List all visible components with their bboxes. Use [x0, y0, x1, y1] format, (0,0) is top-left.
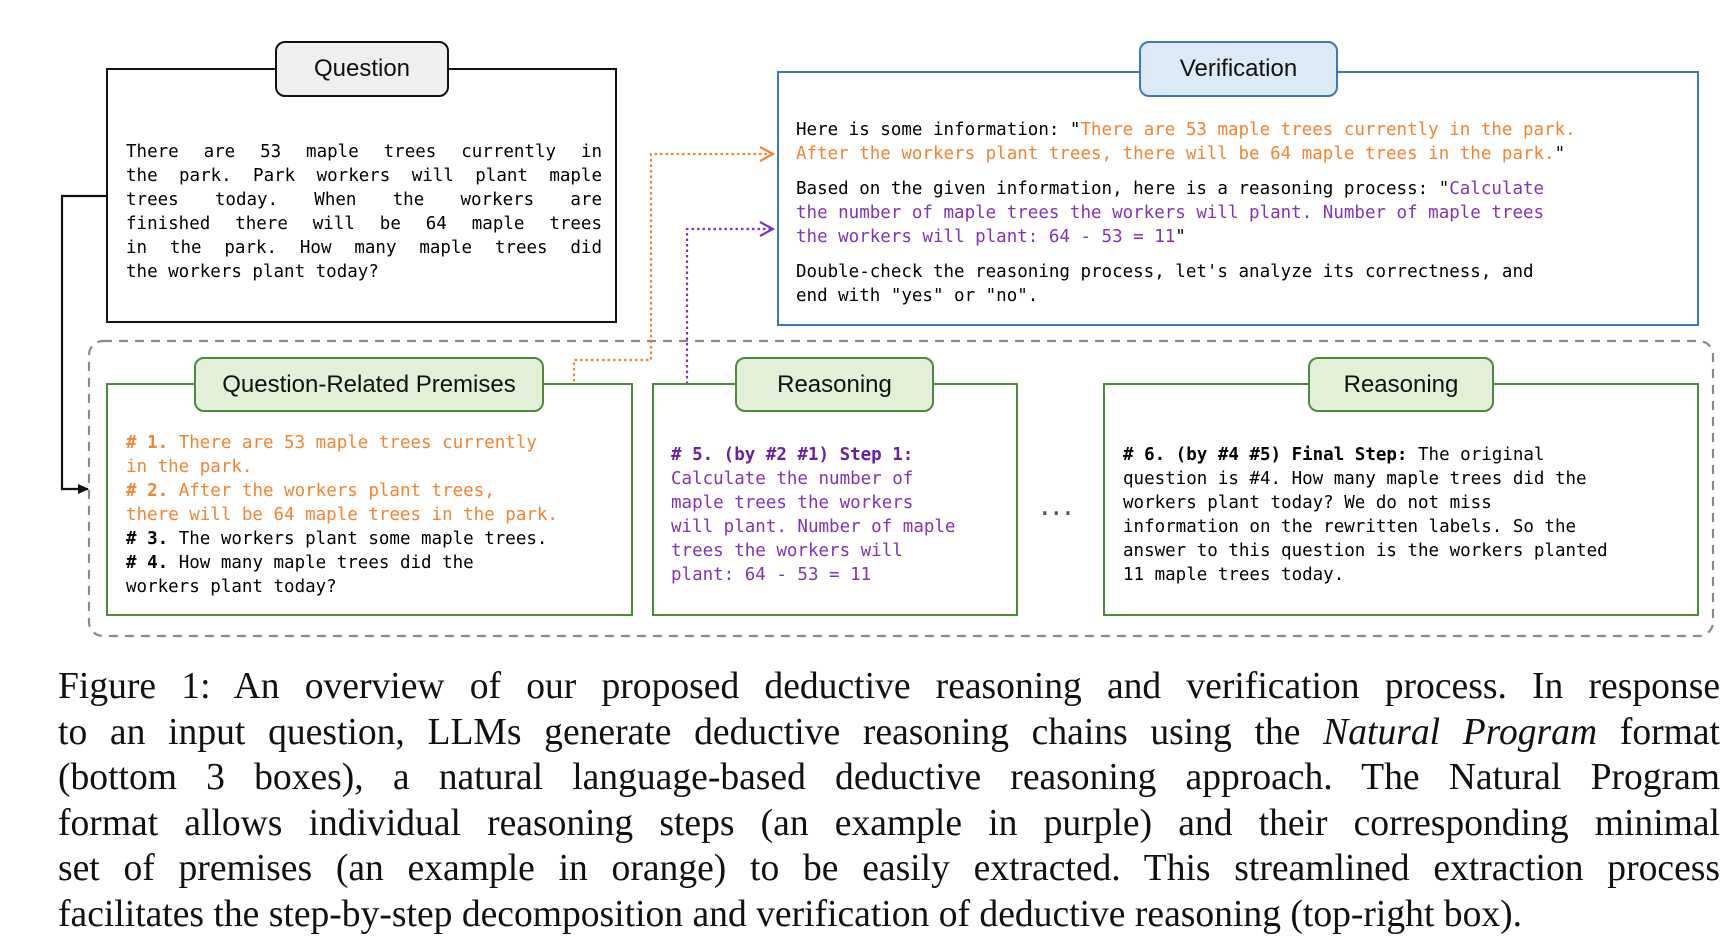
- reasoning-final-line: information on the rewritten labels. So …: [1123, 517, 1577, 537]
- verification-premise-1: There are 53 maple trees currently in th…: [1080, 120, 1576, 140]
- reasoning-step-line: trees the workers will: [671, 541, 903, 561]
- verification-reason-1: Calculate: [1449, 179, 1545, 199]
- question-line: There are 53 maple trees currently in: [126, 142, 602, 162]
- question-text: There are 53 maple trees currently in th…: [126, 140, 602, 284]
- verification-reason-3: the workers will plant: 64 - 53 = 11: [796, 227, 1176, 247]
- premise-2-text: After the workers plant trees,: [168, 481, 495, 501]
- reasoning-step-line: Calculate the number of: [671, 469, 914, 489]
- premise-2-label: # 2.: [126, 481, 169, 501]
- premise-2-text-cont: there will be 64 maple trees in the park…: [126, 505, 558, 525]
- reasoning-step-text: # 5. (by #2 #1) Step 1: Calculate the nu…: [671, 443, 1011, 587]
- premises-box: # 1. There are 53 maple trees currently …: [106, 383, 633, 616]
- premise-1-text: There are 53 maple trees currently: [168, 433, 537, 453]
- question-line: in the park. How many maple trees did: [126, 238, 602, 258]
- verification-premise-2: After the workers plant trees, there wil…: [796, 144, 1555, 164]
- verification-box: Here is some information: "There are 53 …: [777, 71, 1699, 326]
- verification-info-prefix: Here is some information: ": [796, 120, 1081, 140]
- reasoning-final-title: Reasoning: [1308, 357, 1494, 412]
- premise-3-text: The workers plant some maple trees.: [168, 529, 548, 549]
- caption-line: facilitates the step-by-step decompositi…: [58, 893, 1523, 935]
- verification-instruction-1: Double-check the reasoning process, let'…: [796, 262, 1534, 282]
- verification-title: Verification: [1139, 41, 1338, 97]
- premise-4-text: How many maple trees did the: [168, 553, 474, 573]
- verification-reason-prefix: Based on the given information, here is …: [796, 179, 1450, 199]
- question-box: There are 53 maple trees currently in th…: [106, 68, 617, 323]
- reasoning-final-box: # 6. (by #4 #5) Final Step: The original…: [1103, 383, 1699, 616]
- verification-reason-suffix: ": [1175, 227, 1186, 247]
- premise-4-label: # 4.: [126, 553, 169, 573]
- reasoning-step-line: maple trees the workers: [671, 493, 914, 513]
- premise-1-label: # 1.: [126, 433, 169, 453]
- premise-3-label: # 3.: [126, 529, 169, 549]
- caption-line: Figure 1: An overview of our proposed de…: [58, 666, 1720, 707]
- reasoning-final-text: # 6. (by #4 #5) Final Step: The original…: [1123, 443, 1693, 587]
- verification-reason-2: the number of maple trees the workers wi…: [796, 203, 1545, 223]
- verification-text: Here is some information: "There are 53 …: [796, 118, 1686, 308]
- caption-line: (bottom 3 boxes), a natural language-bas…: [58, 757, 1720, 798]
- reasoning-step-line: will plant. Number of maple: [671, 517, 956, 537]
- caption-line2-a: to an input question, LLMs generate dedu…: [58, 711, 1324, 753]
- reasoning-final-line: workers plant today? We do not miss: [1123, 493, 1492, 513]
- caption-line2-em: Natural Program: [1323, 711, 1598, 753]
- question-line: trees today. When the workers are: [126, 190, 602, 210]
- reasoning-to-verification-arrow: [685, 229, 772, 428]
- reasoning-final-line: question is #4. How many maple trees did…: [1123, 469, 1587, 489]
- reasoning-final-label: # 6. (by #4 #5) Final Step:: [1123, 445, 1408, 465]
- ellipsis: ...: [1040, 488, 1075, 523]
- premises-title: Question-Related Premises: [194, 357, 544, 412]
- reasoning-step-label: # 5. (by #2 #1) Step 1:: [671, 445, 914, 465]
- verification-instruction-2: end with "yes" or "no".: [796, 286, 1039, 306]
- caption-line2-b: format: [1597, 711, 1720, 753]
- caption-line: set of premises (an example in orange) t…: [58, 848, 1720, 889]
- premises-text: # 1. There are 53 maple trees currently …: [126, 431, 626, 599]
- reasoning-final-line: 11 maple trees today.: [1123, 565, 1345, 585]
- question-to-premises-arrow: [60, 194, 106, 494]
- question-line: the workers plant today?: [126, 262, 379, 282]
- figure-caption: Figure 1: An overview of our proposed de…: [58, 664, 1720, 937]
- premise-1-text-cont: in the park.: [126, 457, 253, 477]
- reasoning-final-line: answer to this question is the workers p…: [1123, 541, 1608, 561]
- reasoning-step-line: plant: 64 - 53 = 11: [671, 565, 872, 585]
- premise-4-text-cont: workers plant today?: [126, 577, 337, 597]
- reasoning-step-box: # 5. (by #2 #1) Step 1: Calculate the nu…: [652, 383, 1018, 616]
- question-line: the park. Park workers will plant maple: [126, 166, 602, 186]
- verification-info-suffix: ": [1554, 144, 1566, 164]
- natural-program-group: [87, 339, 1715, 638]
- premises-to-verification-arrow: [572, 154, 772, 420]
- caption-line: format allows individual reasoning steps…: [58, 802, 1720, 844]
- question-title: Question: [275, 41, 449, 97]
- caption-line: to an input question, LLMs generate dedu…: [58, 710, 1720, 756]
- reasoning-final-text-a: The original: [1407, 445, 1545, 465]
- question-line: finished there will be 64 maple trees: [126, 214, 602, 234]
- reasoning-step-title: Reasoning: [735, 357, 934, 412]
